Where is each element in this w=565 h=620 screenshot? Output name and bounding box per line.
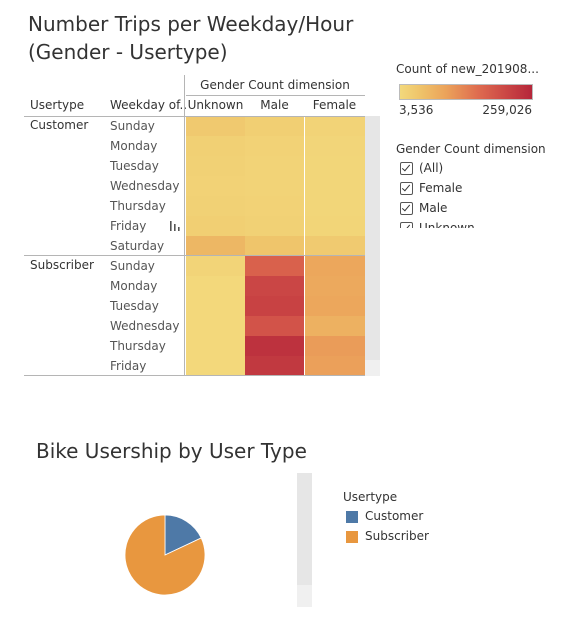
heatmap-cell-customer-monday-male[interactable] <box>245 136 304 156</box>
heatmap-cell-subscriber-thursday-male[interactable] <box>245 336 304 356</box>
row-header-usertype[interactable]: Usertype <box>30 98 85 112</box>
heatmap-cell-customer-thursday-female[interactable] <box>305 196 365 216</box>
heatmap-cell-subscriber-friday-unknown[interactable] <box>186 356 245 376</box>
pie-scrollbar-track[interactable] <box>297 585 312 607</box>
row-label-subscriber-sunday[interactable]: Sunday <box>110 259 155 273</box>
row-label-subscriber-thursday[interactable]: Thursday <box>110 339 166 353</box>
row-label-customer-tuesday[interactable]: Tuesday <box>110 159 159 173</box>
legend-swatch-customer[interactable] <box>346 511 358 523</box>
heatmap-scrollbar-track[interactable] <box>365 360 380 376</box>
heatmap-cell-customer-saturday-unknown[interactable] <box>186 236 245 256</box>
legend-label-subscriber[interactable]: Subscriber <box>365 529 429 543</box>
heatmap-cell-customer-sunday-unknown[interactable] <box>186 116 245 136</box>
row-label-customer-wednesday[interactable]: Wednesday <box>110 179 180 193</box>
filter-label-male[interactable]: Male <box>419 201 448 215</box>
filter-checkbox-female[interactable] <box>400 182 413 195</box>
heatmap-cell-subscriber-monday-female[interactable] <box>305 276 365 296</box>
legend-label-customer[interactable]: Customer <box>365 509 424 523</box>
heatmap-cell-customer-thursday-male[interactable] <box>245 196 304 216</box>
row-group-customer[interactable]: Customer <box>30 118 89 132</box>
column-header-male[interactable]: Male <box>260 98 289 112</box>
heatmap-cell-customer-sunday-male[interactable] <box>245 116 304 136</box>
column-group-header: Gender Count dimension <box>200 78 350 92</box>
heatmap-cell-customer-tuesday-male[interactable] <box>245 156 304 176</box>
pie-slice-customer[interactable] <box>164 514 202 556</box>
pie-chart <box>124 514 206 596</box>
filter-checkbox-male[interactable] <box>400 202 413 215</box>
heatmap-scrollbar-thumb[interactable] <box>365 116 380 360</box>
heatmap-cell-subscriber-wednesday-female[interactable] <box>305 316 365 336</box>
heatmap-cell-subscriber-tuesday-unknown[interactable] <box>186 296 245 316</box>
pie-scrollbar-thumb[interactable] <box>297 473 312 585</box>
heatmap-cell-customer-wednesday-male[interactable] <box>245 176 304 196</box>
filter-title: Gender Count dimension <box>396 142 546 156</box>
heatmap-cell-subscriber-tuesday-male[interactable] <box>245 296 304 316</box>
sort-bars-icon[interactable] <box>168 220 182 232</box>
column-header-female[interactable]: Female <box>312 98 357 112</box>
heatmap-cell-subscriber-sunday-male[interactable] <box>245 256 304 276</box>
column-header-unknown[interactable]: Unknown <box>187 98 244 112</box>
row-label-subscriber-tuesday[interactable]: Tuesday <box>110 299 159 313</box>
heatmap-cell-subscriber-sunday-unknown[interactable] <box>186 256 245 276</box>
heatmap-cell-customer-friday-unknown[interactable] <box>186 216 245 236</box>
filter-checkbox-all[interactable] <box>400 162 413 175</box>
row-label-subscriber-friday[interactable]: Friday <box>110 359 147 373</box>
filter-list[interactable]: (All) Female Male Unknown <box>396 160 546 228</box>
heatmap-cell-customer-friday-male[interactable] <box>245 216 304 236</box>
color-legend-ramp <box>399 84 533 100</box>
color-legend-min: 3,536 <box>399 103 434 117</box>
filter-label-female[interactable]: Female <box>419 181 463 195</box>
heatmap-cell-customer-monday-female[interactable] <box>305 136 365 156</box>
row-label-subscriber-monday[interactable]: Monday <box>110 279 158 293</box>
heatmap-cell-subscriber-monday-male[interactable] <box>245 276 304 296</box>
heatmap-title-line2: (Gender - Usertype) <box>28 40 228 64</box>
filter-checkbox-unknown[interactable] <box>400 222 413 228</box>
row-header-weekday[interactable]: Weekday of.. <box>110 98 188 112</box>
heatmap-cell-customer-monday-unknown[interactable] <box>186 136 245 156</box>
filter-label-unknown[interactable]: Unknown <box>419 221 475 228</box>
row-label-customer-sunday[interactable]: Sunday <box>110 119 155 133</box>
row-label-customer-monday[interactable]: Monday <box>110 139 158 153</box>
heatmap-cell-customer-sunday-female[interactable] <box>305 116 365 136</box>
row-group-subscriber[interactable]: Subscriber <box>30 258 94 272</box>
pie-title: Bike Usership by User Type <box>36 439 307 463</box>
heatmap-cell-customer-wednesday-female[interactable] <box>305 176 365 196</box>
heatmap-cell-subscriber-sunday-female[interactable] <box>305 256 365 276</box>
pie-legend-title: Usertype <box>343 490 398 504</box>
heatmap-cell-subscriber-thursday-unknown[interactable] <box>186 336 245 356</box>
heatmap-cell-customer-tuesday-unknown[interactable] <box>186 156 245 176</box>
heatmap-cell-subscriber-friday-male[interactable] <box>245 356 304 376</box>
heatmap-cell-subscriber-thursday-female[interactable] <box>305 336 365 356</box>
heatmap-cell-customer-friday-female[interactable] <box>305 216 365 236</box>
heatmap-cell-customer-thursday-unknown[interactable] <box>186 196 245 216</box>
heatmap-cell-subscriber-wednesday-unknown[interactable] <box>186 316 245 336</box>
pie-slice-subscriber[interactable] <box>124 514 206 596</box>
color-legend-title: Count of new_201908... <box>396 62 539 76</box>
heatmap-cell-customer-saturday-male[interactable] <box>245 236 304 256</box>
filter-label-all[interactable]: (All) <box>419 161 444 175</box>
legend-swatch-subscriber[interactable] <box>346 531 358 543</box>
color-legend-max: 259,026 <box>482 103 532 117</box>
row-label-subscriber-wednesday[interactable]: Wednesday <box>110 319 180 333</box>
heatmap-cell-subscriber-tuesday-female[interactable] <box>305 296 365 316</box>
heatmap-cell-subscriber-wednesday-male[interactable] <box>245 316 304 336</box>
heatmap-title-line1: Number Trips per Weekday/Hour <box>28 12 354 36</box>
heatmap-cell-customer-tuesday-female[interactable] <box>305 156 365 176</box>
heatmap-cell-customer-wednesday-unknown[interactable] <box>186 176 245 196</box>
heatmap-cell-subscriber-monday-unknown[interactable] <box>186 276 245 296</box>
heatmap-cell-subscriber-friday-female[interactable] <box>305 356 365 376</box>
heatmap-cell-customer-saturday-female[interactable] <box>305 236 365 256</box>
row-label-customer-saturday[interactable]: Saturday <box>110 239 165 253</box>
row-label-customer-friday[interactable]: Friday <box>110 219 147 233</box>
row-label-customer-thursday[interactable]: Thursday <box>110 199 166 213</box>
